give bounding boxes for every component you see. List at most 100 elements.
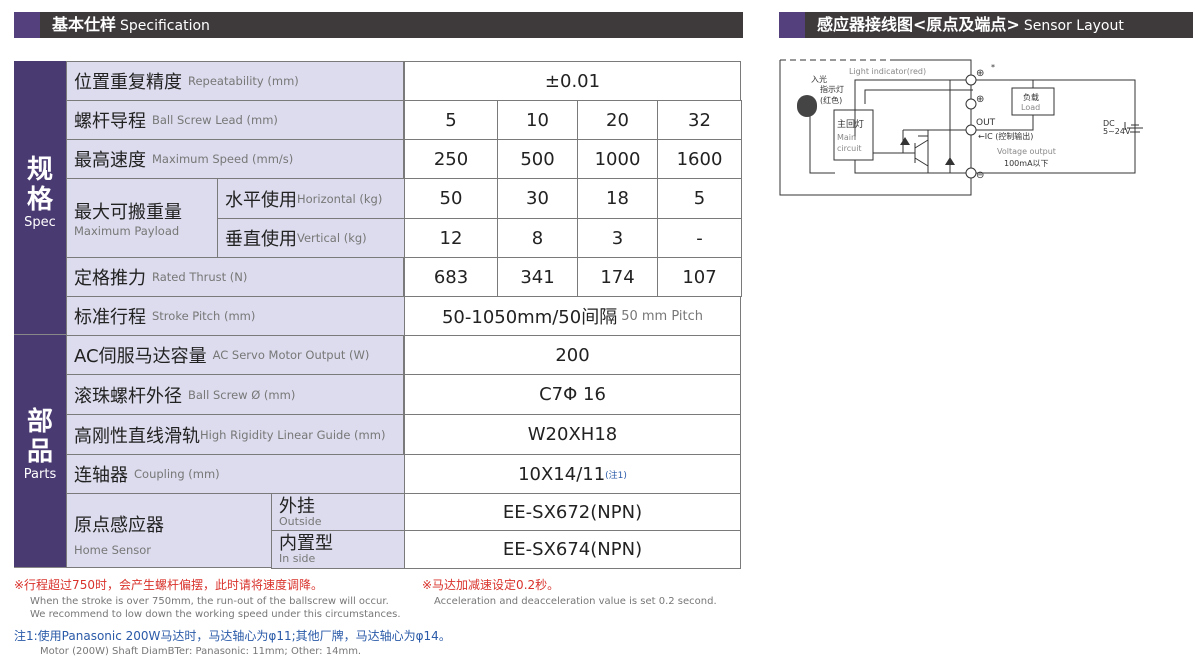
vertical-en: Vertical (kg)	[297, 231, 367, 245]
motor-zh: AC伺服马达容量	[74, 346, 207, 367]
coupling-note: (注1)	[605, 470, 627, 481]
screw-zh: 滚珠螺杆外径	[74, 385, 182, 407]
note-accel: ※马达加减速设定0.2秒。 Acceleration and deacceler…	[422, 576, 717, 607]
label-coupling: 连轴器 Coupling (mm)	[66, 454, 405, 494]
red-label: (红色)	[820, 95, 842, 105]
value-repeat: ±0.01	[404, 61, 741, 101]
inside-en: In side	[279, 552, 316, 565]
repeat-zh: 位置重复精度	[74, 72, 182, 93]
value-text: 3	[611, 227, 624, 249]
value-text: EE-SX672(NPN)	[502, 501, 643, 523]
value-speed: 500	[497, 139, 578, 179]
main-circuit-zh: 主回灯	[837, 118, 864, 130]
horizontal-en: Horizontal (kg)	[297, 191, 383, 206]
value-thrust: 174	[577, 257, 658, 297]
coupling-value: 10X14/11	[518, 463, 606, 485]
label-stroke: 标准行程 Stroke Pitch (mm)	[66, 296, 405, 336]
value-horizontal: 18	[577, 178, 658, 219]
value-text: 174	[600, 266, 635, 288]
spec-header-en: Specification	[120, 18, 210, 34]
label-vertical: 垂直使用 Vertical (kg)	[217, 218, 405, 258]
svg-text:⊕: ⊕	[976, 94, 984, 105]
value-text: ±0.01	[544, 70, 601, 92]
value-vertical: 12	[404, 218, 498, 258]
voltage-label: 5~24V	[1103, 127, 1131, 136]
light-indicator-label: Light indicator(red)	[849, 67, 926, 76]
sensor-header-zh: 感应器接线图<原点及端点>	[817, 15, 1020, 34]
motor-en: AC Servo Motor Output (W)	[212, 348, 370, 362]
load-en: Load	[1021, 103, 1040, 112]
thrust-zh: 定格推力	[74, 268, 146, 289]
value-text: 10	[526, 109, 549, 131]
current-label: 100mA以下	[1004, 159, 1049, 168]
thrust-en: Rated Thrust (N)	[152, 270, 248, 284]
coupling-en: Coupling (mm)	[134, 467, 220, 481]
label-repeat: 位置重复精度 Repeatability (mm)	[66, 61, 404, 101]
payload-zh: 最大可搬重量	[74, 202, 182, 223]
horizontal-zh: 水平使用	[225, 189, 297, 211]
value-thrust: 683	[404, 257, 498, 297]
side-parts-en: Parts	[23, 467, 57, 482]
speed-en: Maximum Speed (mm/s)	[152, 152, 294, 166]
voltage-output-label: Voltage output	[997, 147, 1056, 156]
value-text: 5	[445, 109, 457, 131]
side-spec-en: Spec	[24, 215, 56, 230]
home-zh: 原点感应器	[74, 514, 164, 536]
value-text: 1600	[676, 148, 723, 170]
indicator-label: 指示灯	[820, 84, 844, 94]
value-text: 18	[606, 188, 629, 209]
label-screw: 滚珠螺杆外径 Ball Screw Ø (mm)	[66, 374, 404, 415]
value-text: 30	[526, 188, 549, 209]
inside-zh: 内置型	[279, 533, 333, 554]
note-stroke-en2: We recommend to low down the working spe…	[30, 609, 401, 620]
lead-zh: 螺杆导程	[74, 111, 146, 132]
note-accel-zh: ※马达加减速设定0.2秒。	[422, 578, 560, 592]
dc-label: DC	[1103, 119, 1115, 128]
outside-zh: 外挂	[279, 495, 315, 517]
value-stroke: 50-1050mm/50间隔 50 mm Pitch	[404, 296, 741, 336]
star-mark: *	[991, 63, 995, 72]
speed-zh: 最高速度	[74, 150, 146, 171]
value-text: 50	[439, 188, 463, 209]
value-speed: 1600	[657, 139, 742, 179]
note-stroke: ※行程超过750时，会产生螺杆偏摆，此时请将速度调降。 When the str…	[14, 576, 401, 620]
side-spec: 规格 Spec	[14, 61, 66, 335]
value-text: 250	[433, 148, 469, 170]
out-label: OUT	[976, 118, 996, 128]
sensor-wiring-diagram: Light indicator(red) 入光 指示灯 (红色) 主回灯 Mai…	[779, 59, 1143, 196]
value-thrust: 341	[497, 257, 578, 297]
value-lead: 20	[577, 100, 658, 140]
label-thrust: 定格推力 Rated Thrust (N)	[66, 257, 404, 297]
value-text: 12	[439, 227, 463, 249]
label-home: 原点感应器 Home Sensor	[66, 493, 272, 568]
label-speed: 最高速度 Maximum Speed (mm/s)	[66, 139, 404, 179]
spec-header-zh: 基本仕样	[52, 15, 117, 34]
guide-en: High Rigidity Linear Guide (mm)	[200, 427, 386, 442]
sensor-header: 感应器接线图<原点及端点> Sensor Layout	[779, 12, 1193, 38]
value-motor: 200	[404, 335, 741, 375]
ic-label: ←IC (控制输出)	[978, 131, 1033, 141]
in-light-label: 入光	[811, 74, 827, 84]
label-guide: 高刚性直线滑轨 High Rigidity Linear Guide (mm)	[66, 414, 404, 455]
label-inside: 内置型 In side	[271, 530, 405, 569]
note-motor-en: Motor (200W) Shaft DiamBTer: Panasonic: …	[40, 646, 362, 657]
value-vertical: -	[657, 218, 742, 258]
value-text: 1000	[594, 148, 641, 170]
outside-en: Outside	[279, 514, 322, 528]
value-text: 200	[555, 344, 590, 366]
note-stroke-zh: ※行程超过750时，会产生螺杆偏摆，此时请将速度调降。	[14, 578, 323, 592]
value-coupling: 10X14/11 (注1)	[404, 454, 741, 494]
value-text: 683	[433, 266, 469, 288]
value-speed: 1000	[577, 139, 658, 179]
payload-en: Maximum Payload	[74, 224, 180, 238]
main-circuit-en2: circuit	[837, 144, 862, 153]
value-speed: 250	[404, 139, 498, 179]
value-horizontal: 50	[404, 178, 498, 219]
value-screw: C7Φ 16	[404, 374, 741, 415]
home-en: Home Sensor	[74, 542, 152, 557]
value-guide: W20XH18	[404, 414, 741, 455]
value-lead: 5	[404, 100, 498, 140]
stroke-zh: 标准行程	[74, 307, 146, 328]
value-horizontal: 5	[657, 178, 742, 219]
note-accel-en: Acceleration and deacceleration value is…	[434, 596, 717, 607]
